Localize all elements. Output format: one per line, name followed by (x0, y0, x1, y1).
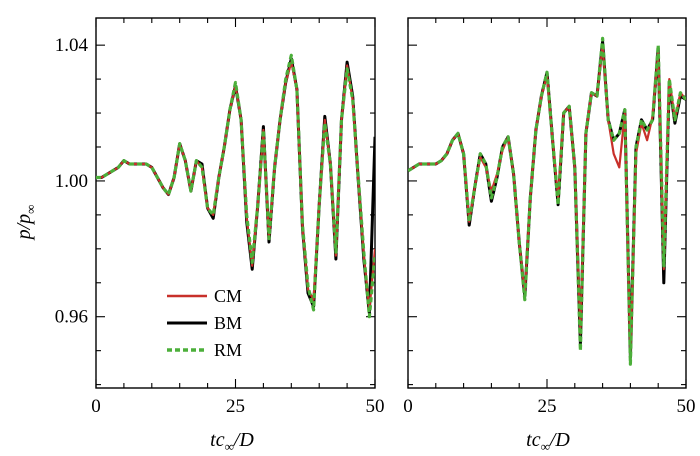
y-tick-label: 1.04 (55, 35, 89, 56)
x-tick-label-right: 25 (538, 396, 557, 417)
y-tick-label: 1.00 (55, 171, 88, 192)
series-line-rm-left (96, 53, 375, 319)
x-tick-label-left: 50 (366, 396, 385, 417)
legend-label-rm: RM (214, 340, 242, 360)
series-line-rm-right (408, 36, 686, 366)
x-tick-label-left: 0 (91, 396, 101, 417)
legend: CM BM RM (167, 286, 242, 360)
x-tick-label-right: 0 (403, 396, 413, 417)
x-axis-label-left: tc∞/D (210, 429, 254, 454)
x-tick-label-right: 50 (677, 396, 696, 417)
series-line-bm-left (96, 57, 375, 315)
y-axis-label: p/p∞ (13, 205, 38, 242)
panel-left: 0 25 50 0.96 1.00 1.04 (55, 17, 385, 417)
legend-label-cm: CM (214, 286, 242, 306)
y-tick-label: 0.96 (55, 307, 88, 328)
panel-right: 0 25 50 (403, 17, 696, 417)
x-tick-label-left: 25 (226, 396, 245, 417)
legend-label-bm: BM (214, 313, 242, 333)
series-line-cm-right (408, 44, 686, 359)
x-axis-label-right: tc∞/D (526, 429, 570, 454)
